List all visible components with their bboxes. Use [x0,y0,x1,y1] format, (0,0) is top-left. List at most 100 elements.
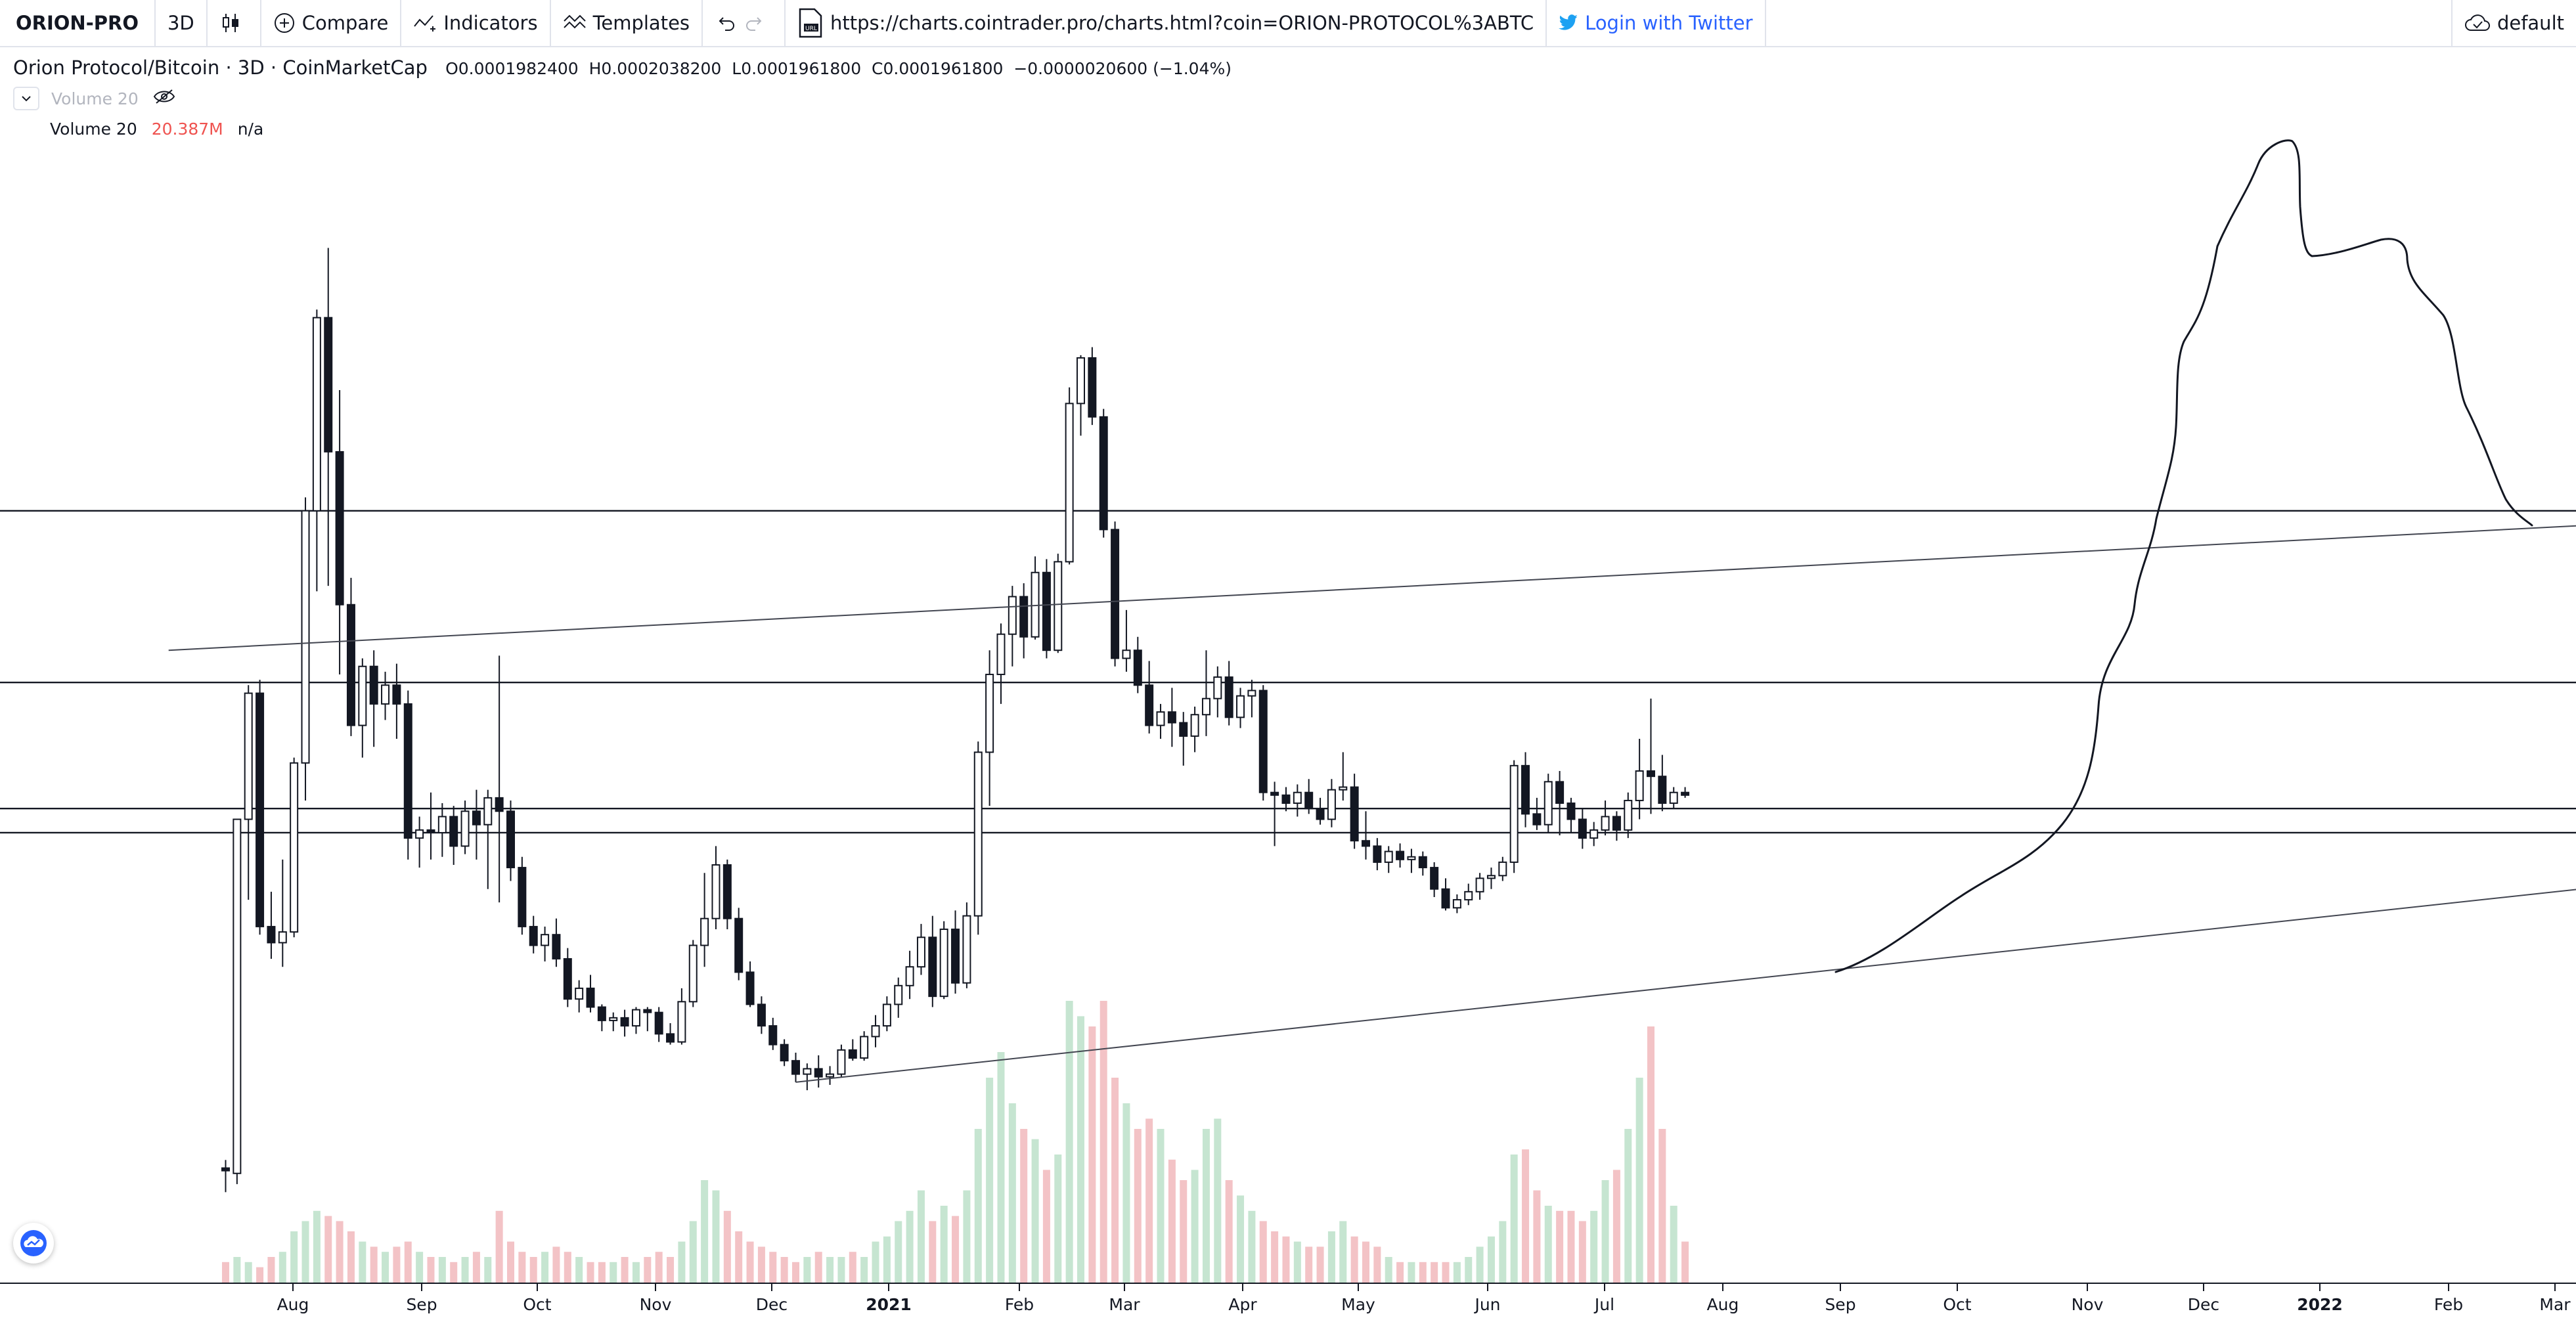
legend-low-label: L [732,59,742,78]
freehand-drawing[interactable] [1834,139,2533,973]
time-tick-label: Mar [1109,1295,1140,1314]
volume-bar [587,1262,594,1283]
candle [711,846,721,930]
volume-bar [826,1257,834,1283]
candle-body [1589,829,1599,839]
candle-body [1167,711,1176,724]
candle [1031,556,1040,640]
candle [1373,838,1382,871]
candle-body [1077,357,1085,405]
trend-line[interactable] [168,471,2576,651]
candle-body [1543,781,1553,825]
volume-collapsed-label: Volume 20 [51,89,139,108]
candle-body [996,633,1006,675]
candle [1635,739,1644,820]
trend-line[interactable] [795,774,2576,1083]
volume-bar [222,1262,229,1283]
undo-redo-group [703,0,786,46]
login-twitter-button[interactable]: Login with Twitter [1547,0,1766,46]
volume-bar [1145,1118,1153,1283]
candle-body [848,1049,857,1059]
candle [734,908,744,980]
compare-button[interactable]: Compare [261,0,402,46]
volume-bar [769,1252,777,1283]
volume-bar [906,1210,914,1283]
volume-bar [1191,1170,1199,1283]
chart-type-button[interactable] [208,0,261,46]
volume-bar [1122,1103,1130,1283]
templates-icon [563,12,587,34]
candle [1509,760,1519,873]
volume-bar [860,1257,868,1283]
layout-save-button[interactable]: default [2451,0,2576,46]
volume-bar [495,1210,503,1283]
horizontal-lines[interactable] [0,510,2576,834]
candle [1054,554,1063,653]
volume-bar [1180,1180,1188,1283]
time-axis: Aug Sep Oct Nov Dec 2021 Feb Mar Apr May Jun Jul Aug… [0,1283,2576,1314]
candle [1224,661,1233,726]
candle-body [1350,786,1359,842]
candle [1486,868,1496,889]
candle-body [1532,813,1542,825]
candles-icon [219,12,242,34]
candle-body [1509,764,1519,863]
volume-bar [359,1241,366,1283]
candle-body [768,1025,778,1045]
candle [1589,822,1599,847]
trend-lines[interactable] [168,471,2576,1083]
redo-icon[interactable] [744,12,766,34]
candle-body [1031,571,1040,638]
candle [688,940,698,1007]
volume-value: 20.387M [151,120,223,139]
candle-body [1213,676,1222,699]
candle [905,950,914,1000]
cointrader-logo-button[interactable] [13,1223,54,1264]
volume-bar [723,1210,731,1283]
candle-body [495,797,504,812]
indicators-button[interactable]: Indicators [401,0,551,46]
time-tick-label: Feb [1005,1295,1034,1314]
candle-body [894,984,903,1005]
candle-body [826,1073,835,1078]
price-chart[interactable]: Aug Sep Oct Nov Dec 2021 Feb Mar Apr May Jun Jul Aug… [0,46,2576,1320]
candle [1578,808,1587,849]
templates-button[interactable]: Templates [551,0,703,46]
symbol-legend[interactable]: Orion Protocol/Bitcoin · 3D · CoinMarket… [13,56,1232,79]
volume-bar [1042,1170,1050,1283]
volume-bar [1111,1078,1119,1283]
candle [575,980,584,1013]
volume-bar [655,1252,663,1283]
candle-body [1555,781,1565,804]
candle [278,859,287,967]
candle-body [677,1001,686,1043]
volume-legend[interactable]: Volume 20 20.387M n/a [50,120,263,139]
volume-pane [222,1001,1689,1283]
candle-body [666,1033,675,1043]
volume-bar [632,1262,640,1283]
volume-bar [1556,1210,1564,1283]
volume-bar [1088,1026,1096,1283]
candle [666,1023,675,1045]
candle-body [1521,764,1530,815]
candle-body [1635,770,1644,801]
candle-body [1407,856,1416,860]
collapse-legend-button[interactable] [13,87,39,110]
candle-body [244,692,253,820]
candle-body [335,451,344,605]
symbol-search-button[interactable]: ORION-PRO [0,0,156,46]
url-button[interactable]: URL https://charts.cointrader.pro/charts… [786,0,1547,46]
interval-button[interactable]: 3D [156,0,208,46]
eye-hidden-icon[interactable] [153,88,175,109]
undo-icon[interactable] [715,12,737,34]
volume-bar [461,1257,469,1283]
candle [848,1039,857,1061]
volume-bar [667,1257,675,1283]
candle-body [255,692,265,927]
candle-body [415,829,424,839]
candle-body [688,944,698,1003]
candle-body [381,684,390,705]
candle [301,497,310,801]
volume-bar [701,1180,709,1283]
